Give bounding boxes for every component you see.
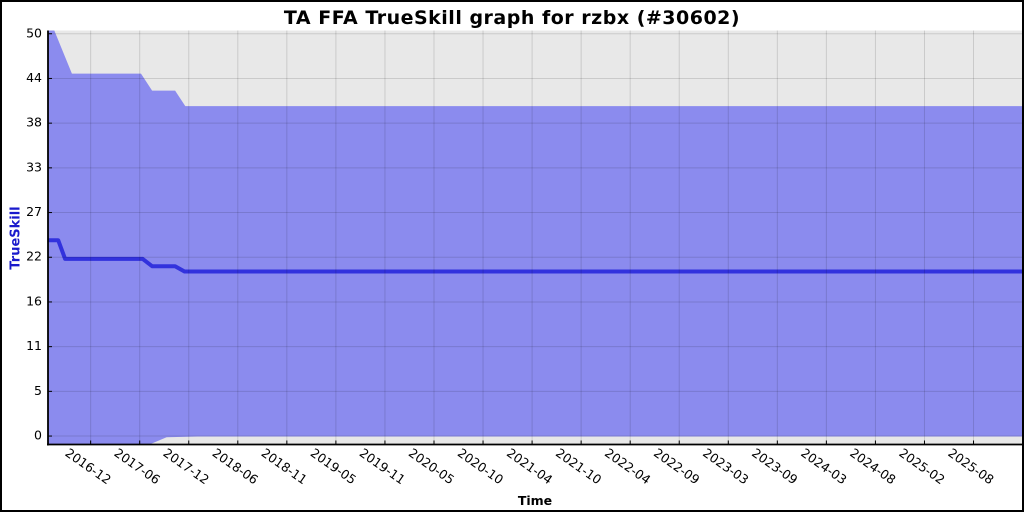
y-tick-label: 44 [26,70,42,85]
x-tick-label: 2025-08 [945,445,996,487]
x-tick-label: 2021-04 [504,445,555,487]
x-tick-label: 2021-10 [553,445,604,487]
trueskill-line [48,238,1022,274]
x-tick-label: 2020-05 [406,445,457,487]
x-tick-label: 2022-09 [651,445,702,487]
y-tick-label: 0 [34,428,42,443]
y-tick-label: 33 [26,159,42,174]
x-tick-label: 2024-03 [798,445,849,487]
y-tick-label: 11 [26,338,42,353]
x-tick-label: 2020-10 [455,445,506,487]
y-tick-label: 27 [26,204,42,219]
x-tick-label: 2023-03 [700,445,751,487]
x-tick-label: 2019-05 [308,445,359,487]
y-tick-label: 22 [26,249,42,264]
y-tick-label: 5 [34,383,42,398]
x-tick-label: 2018-11 [259,445,310,487]
axis-layer [47,30,1022,446]
x-tick-label: 2019-11 [357,445,408,487]
x-tick-label: 2016-12 [63,445,114,487]
chart-title: TA FFA TrueSkill graph for rzbx (#30602) [283,7,741,29]
y-tick-label: 38 [26,115,42,130]
x-tick-label: 2018-06 [210,445,261,487]
y-tick-label: 16 [26,293,42,308]
y-tick-label: 50 [26,25,42,40]
x-tick-label: 2022-04 [602,445,653,487]
x-tick-label: 2017-12 [161,445,212,487]
x-tick-label: 2025-02 [896,445,947,487]
x-tick-label: 2023-09 [749,445,800,487]
confidence-band [48,30,1022,445]
data-layer [48,30,1022,445]
grid-layer [48,30,1022,445]
x-tick-label: 2024-08 [847,445,898,487]
x-axis-label: Time [517,493,553,508]
x-tick-label: 2017-06 [112,445,163,487]
